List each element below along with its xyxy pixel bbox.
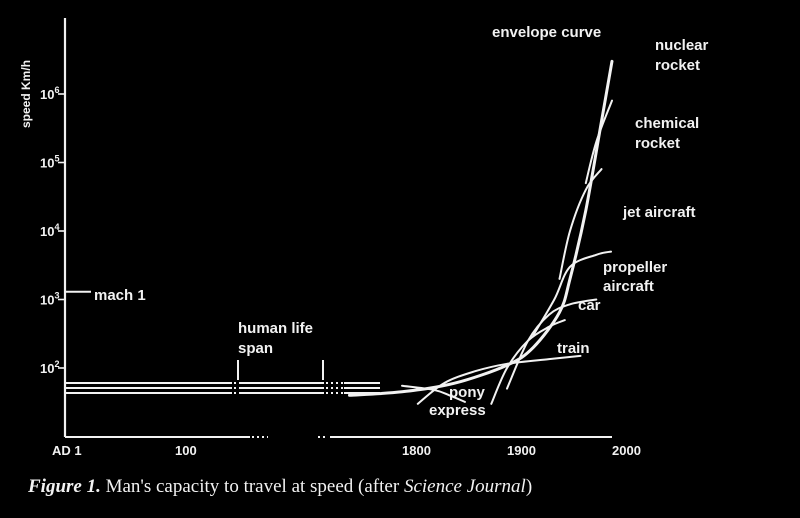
propeller-aircraft-label: propeller — [603, 259, 667, 276]
caption-source: Science Journal — [403, 476, 526, 497]
chemical-rocket-line — [558, 168, 603, 280]
y-axis-label: speed Km/h — [19, 60, 33, 128]
nuclear-rocket-label: rocket — [655, 57, 700, 74]
human-life-span-label: human life — [238, 320, 313, 337]
chemical-rocket-label: rocket — [635, 135, 680, 152]
train-label: train — [557, 340, 590, 357]
caption-figure-number: Figure 1. — [28, 476, 101, 497]
propeller-aircraft-line — [506, 298, 598, 390]
pony-express-label: express — [429, 402, 486, 419]
car-label: car — [578, 297, 601, 314]
caption-text: Man's capacity to travel at speed (after — [100, 476, 404, 497]
train-line — [416, 354, 582, 405]
x-tick-label: AD 1 — [52, 443, 82, 458]
pony-express-label: pony — [449, 384, 485, 401]
caption-close: ) — [525, 476, 533, 497]
pony-express-line — [401, 384, 466, 403]
nuclear-rocket-label: nuclear — [655, 37, 709, 54]
y-tick-label: 102 — [40, 359, 59, 376]
car-line — [490, 319, 566, 405]
jet-aircraft-label: jet aircraft — [622, 204, 696, 221]
envelope-curve-line — [348, 59, 614, 397]
jet-aircraft-line — [532, 250, 612, 337]
chemical-rocket-label: chemical — [635, 115, 699, 132]
x-tick-label: 100 — [175, 443, 197, 458]
x-tick-label: 2000 — [612, 443, 641, 458]
y-tick-label: 104 — [40, 222, 59, 239]
x-tick-label: 1800 — [402, 443, 431, 458]
envelope-curve-label: envelope curve — [492, 24, 601, 41]
y-tick-label: 106 — [40, 85, 59, 102]
y-tick-label: 103 — [40, 291, 59, 308]
speed-chart: speed Km/h 102 103 104 105 106 AD 1 100 1800 190… — [19, 18, 709, 458]
human-life-span-label: span — [238, 340, 273, 357]
figure-caption: Figure 1. Man's capacity to travel at sp… — [28, 476, 788, 498]
nuclear-rocket-line — [584, 99, 613, 185]
y-tick-label: 105 — [40, 154, 59, 171]
x-tick-label: 1900 — [507, 443, 536, 458]
propeller-aircraft-label: aircraft — [603, 278, 654, 295]
mach-1-label: mach 1 — [94, 287, 146, 304]
